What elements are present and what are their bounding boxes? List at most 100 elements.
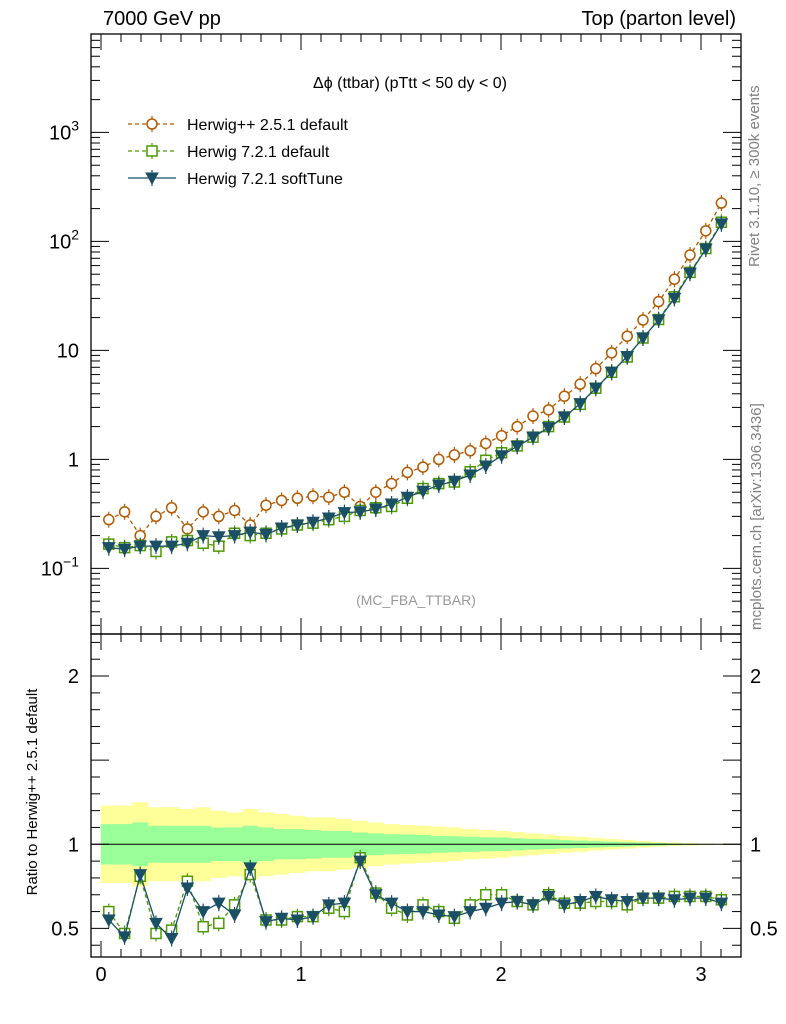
main-y-tick-base: 10 [41,558,63,580]
main-point-herwig-2-5-1-default [165,502,178,514]
main-point-herwig-7-2-1-softtune [667,292,682,306]
ratio-point-herwig-7-2-1-default [213,917,225,930]
main-point-herwig-7-2-1-softtune [384,498,399,512]
main-point-herwig-7-2-1-softtune [557,411,572,425]
main-point-herwig-7-2-1-softtune [180,537,195,551]
ratio-line-herwig-7-2-1-softtune [108,859,722,940]
main-point-herwig-2-5-1-default [433,453,445,466]
main-point-herwig-7-2-1-softtune [431,479,446,493]
ratio-point-herwig-7-2-1-softtune [714,897,729,911]
ratio-point-herwig-7-2-1-softtune [494,897,509,911]
legend-label: Herwig++ 2.5.1 default [187,117,349,134]
legend-entry-herwig-7-2-1-softtune: Herwig 7.2.1 softTune [128,170,343,188]
main-y-tick-label: 10 [57,340,79,362]
main-series-herwig-2-5-1-default [103,195,728,544]
ratio-point-herwig-7-2-1-softtune [290,914,305,928]
main-point-herwig-2-5-1-default [700,225,712,237]
main-point-herwig-7-2-1-softtune [416,485,430,499]
ratio-point-herwig-7-2-1-softtune [227,909,242,922]
main-point-herwig-7-2-1-softtune [101,542,116,555]
main-y-tick-exponent: 3 [71,117,79,133]
main-point-herwig-2-5-1-default [275,494,288,507]
ratio-point-herwig-7-2-1-softtune [274,912,289,926]
ratio-y-tick-label-left: 2 [68,666,79,688]
main-point-herwig-7-2-1-softtune [243,526,258,540]
main-point-herwig-2-5-1-default [464,445,476,457]
ratio-point-herwig-7-2-1-softtune [557,899,572,912]
main-point-herwig-2-5-1-default [495,429,508,442]
main-point-herwig-2-5-1-default [417,461,429,473]
main-point-herwig-7-2-1-softtune [211,531,226,544]
ratio-point-herwig-7-2-1-softtune [243,862,258,875]
x-tick-label: 0 [95,964,106,986]
ratio-point-herwig-7-2-1-softtune [416,906,430,919]
ratio-point-herwig-7-2-1-softtune [306,911,320,924]
main-y-tick-base: 10 [49,122,71,144]
main-point-herwig-7-2-1-softtune [227,530,242,543]
main-line-herwig-7-2-1-softtune [108,223,722,550]
legend: Herwig++ 2.5.1 default Herwig 7.2.1 defau… [128,116,349,188]
main-y-tick-base: 1 [68,449,79,471]
ratio-y-tick-label-right: 2 [750,666,761,688]
main-point-herwig-7-2-1-softtune [698,243,713,257]
main-point-herwig-2-5-1-default [197,506,209,518]
main-point-herwig-7-2-1-softtune [196,530,211,543]
main-point-herwig-2-5-1-default [228,504,241,517]
main-point-herwig-7-2-1-softtune [463,469,478,482]
main-point-herwig-7-2-1-softtune [651,314,666,328]
legend-label: Herwig 7.2.1 default [187,144,330,161]
main-point-herwig-7-2-1-softtune [447,475,462,489]
main-y-tick-exponent: 2 [71,226,79,242]
ratio-point-herwig-7-2-1-softtune [149,917,163,931]
ratio-y-axis-label: Ratio to Herwig++ 2.5.1 default [24,688,41,896]
ratio-point-herwig-7-2-1-softtune [510,895,525,909]
main-point-herwig-2-5-1-default [511,420,523,433]
ratio-point-herwig-7-2-1-softtune [463,906,478,919]
analysis-watermark: (MC_FBA_TTBAR) [356,592,476,608]
main-point-herwig-2-5-1-default [150,510,162,523]
main-point-herwig-2-5-1-default [103,513,115,526]
mcplots-reference-label: mcplots.cern.ch [arXiv:1306.3436] [748,403,765,630]
ratio-y-tick-label-left: 1 [68,834,79,856]
main-point-herwig-2-5-1-default [542,404,555,416]
main-point-herwig-2-5-1-default [291,492,304,505]
main-point-herwig-2-5-1-default [118,506,131,518]
main-point-herwig-7-2-1-softtune [133,540,148,554]
main-point-herwig-7-2-1-softtune [149,540,163,554]
main-point-herwig-7-2-1-softtune [400,491,415,505]
main-point-herwig-2-5-1-default [307,490,319,502]
legend-marker [146,145,158,157]
main-point-herwig-2-5-1-default [590,362,602,375]
main-series-herwig-7-2-1-default [103,214,728,560]
x-tick-label: 3 [695,964,706,986]
legend-marker [146,118,158,130]
header-process-label: Top (parton level) [581,8,736,30]
main-point-herwig-2-5-1-default [605,347,618,359]
main-point-herwig-2-5-1-default [213,510,225,523]
ratio-frame [90,633,742,958]
main-point-herwig-7-2-1-softtune [526,431,540,445]
main-point-herwig-2-5-1-default [637,314,649,326]
main-point-herwig-7-2-1-softtune [494,450,509,463]
ratio-point-herwig-7-2-1-softtune [573,895,588,909]
ratio-point-herwig-7-2-1-softtune [368,889,383,902]
main-point-herwig-2-5-1-default [527,410,539,422]
main-point-herwig-2-5-1-default [652,295,665,308]
ratio-point-herwig-7-2-1-default [197,920,209,933]
ratio-point-herwig-7-2-1-default [480,889,492,901]
chart-title: Δϕ (ttbar) (pTtt < 50 dy < 0) [313,75,507,92]
main-point-herwig-7-2-1-softtune [714,218,729,231]
main-point-herwig-7-2-1-softtune [321,512,336,526]
ratio-series-herwig-7-2-1-softtune [101,853,729,947]
main-point-herwig-7-2-1-softtune [573,398,588,411]
main-point-herwig-7-2-1-softtune [368,503,383,517]
ratio-point-herwig-7-2-1-softtune [683,892,697,906]
ratio-point-herwig-7-2-1-softtune [400,906,415,919]
ratio-point-herwig-7-2-1-softtune [211,897,226,911]
ratio-line-herwig-7-2-1-default [108,855,722,935]
ratio-point-herwig-7-2-1-softtune [164,932,179,946]
main-y-tick-label: 102 [49,226,79,253]
ratio-point-herwig-7-2-1-softtune [541,890,556,904]
ratio-point-herwig-7-2-1-softtune [667,894,682,907]
